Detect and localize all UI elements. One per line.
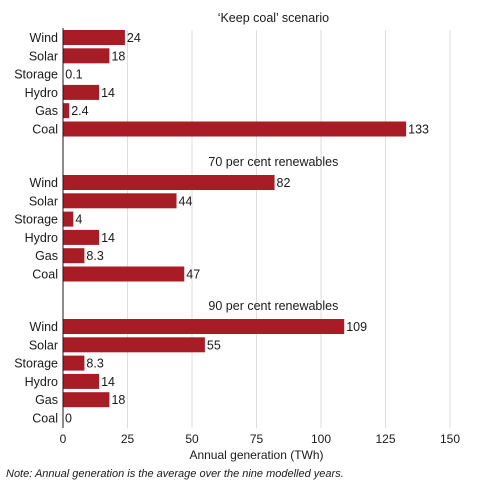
- panel-3-bar-storage: [63, 355, 85, 371]
- x-tick-150: 150: [440, 432, 460, 446]
- panel-1-value-gas: 2.4: [71, 104, 88, 118]
- panel-1-category-solar: Solar: [29, 49, 58, 63]
- x-tick-0: 0: [60, 432, 67, 446]
- panel-2-value-gas: 8.3: [86, 249, 103, 263]
- panel-1-bar-solar: [63, 48, 110, 64]
- panel-1-value-storage: 0.1: [65, 68, 82, 82]
- panel-2-value-solar: 44: [179, 194, 193, 208]
- panel-1-category-coal: Coal: [32, 123, 58, 137]
- x-axis-title: Annual generation (TWh): [189, 448, 323, 462]
- panel-2-category-coal: Coal: [32, 268, 58, 282]
- panel-1-bar-hydro: [63, 84, 100, 100]
- panel-3-value-storage: 8.3: [86, 357, 103, 371]
- panel-1-value-wind: 24: [127, 31, 141, 45]
- panel-3-value-hydro: 14: [101, 375, 115, 389]
- panel-3-value-coal: 0: [65, 412, 72, 426]
- panel-3-category-gas: Gas: [35, 393, 58, 407]
- panel-2-category-wind: Wind: [30, 176, 59, 190]
- panel-2-title: 70 per cent renewables: [208, 155, 338, 169]
- panel-2-category-solar: Solar: [29, 194, 58, 208]
- panel-2-value-hydro: 14: [101, 231, 115, 245]
- panel-1-title: ‘Keep coal’ scenario: [218, 11, 329, 25]
- x-tick-100: 100: [311, 432, 331, 446]
- panel-1-value-coal: 133: [408, 123, 429, 137]
- chart-note: Note: Annual generation is the average o…: [6, 468, 344, 480]
- x-tick-50: 50: [185, 432, 199, 446]
- panel-3-value-wind: 109: [346, 320, 367, 334]
- panel-2-category-storage: Storage: [14, 213, 58, 227]
- panel-2-bar-coal: [63, 266, 185, 282]
- panel-3-category-storage: Storage: [14, 357, 58, 371]
- panel-3-category-coal: Coal: [32, 412, 58, 426]
- panel-2-category-gas: Gas: [35, 249, 58, 263]
- panel-3-category-hydro: Hydro: [25, 375, 58, 389]
- panel-3-bar-hydro: [63, 373, 100, 389]
- panel-1-category-storage: Storage: [14, 68, 58, 82]
- panel-3-title: 90 per cent renewables: [208, 299, 338, 313]
- panel-1-category-wind: Wind: [30, 31, 59, 45]
- panel-3-category-wind: Wind: [30, 320, 59, 334]
- x-tick-25: 25: [121, 432, 135, 446]
- panel-2-bar-gas: [63, 248, 85, 264]
- panel-2-value-coal: 47: [186, 268, 200, 282]
- panel-2-category-hydro: Hydro: [25, 231, 58, 245]
- panel-3-value-solar: 55: [207, 338, 221, 352]
- panel-1-value-solar: 18: [111, 49, 125, 63]
- panel-3-bar-solar: [63, 337, 205, 353]
- panel-1-bar-wind: [63, 30, 125, 45]
- panel-2-bar-hydro: [63, 229, 100, 245]
- x-tick-125: 125: [375, 432, 395, 446]
- panel-3-bar-gas: [63, 392, 110, 408]
- panel-1-bar-coal: [63, 121, 407, 137]
- panel-1-value-hydro: 14: [101, 86, 115, 100]
- panel-2-bar-storage: [63, 211, 74, 227]
- panel-2-value-storage: 4: [75, 213, 82, 227]
- panel-3-value-gas: 18: [111, 393, 125, 407]
- panel-3-bar-wind: [63, 319, 345, 334]
- panel-2-value-wind: 82: [277, 176, 291, 190]
- panel-3-category-solar: Solar: [29, 338, 58, 352]
- panel-1-category-hydro: Hydro: [25, 86, 58, 100]
- panel-2-bar-wind: [63, 175, 275, 190]
- panel-1-category-gas: Gas: [35, 104, 58, 118]
- panel-1-bar-gas: [63, 103, 70, 119]
- panel-2-bar-solar: [63, 193, 177, 209]
- x-tick-75: 75: [250, 432, 264, 446]
